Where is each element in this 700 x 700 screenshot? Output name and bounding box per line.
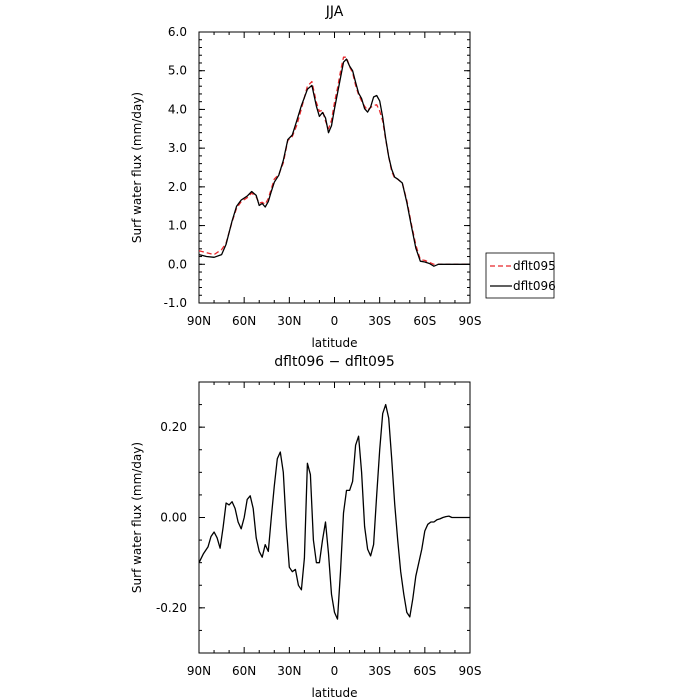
y-tick-label: 2.0: [168, 180, 187, 194]
y-tick-label: -0.20: [156, 601, 187, 615]
series-line-dflt096: [198, 58, 470, 267]
legend-label-dflt096: dflt096: [513, 279, 556, 293]
x-tick-label: 90N: [187, 664, 211, 678]
x-tick-label: 90S: [459, 314, 482, 328]
y-tick-label: 3.0: [168, 141, 187, 155]
y-tick-label: 0.00: [160, 511, 187, 525]
x-tick-label: 30S: [368, 664, 391, 678]
y-axis-label: Surf water flux (mm/day): [130, 442, 144, 593]
y-tick-label: 0.20: [160, 420, 187, 434]
legend-box: [485, 252, 555, 299]
legend-label-dflt095: dflt095: [513, 259, 556, 273]
chart-title: JJA: [325, 4, 344, 20]
series-line-dflt095: [198, 56, 470, 265]
y-tick-label: -1.0: [164, 296, 187, 310]
series-line-series-0: [198, 403, 470, 620]
x-tick-label: 30N: [277, 314, 301, 328]
y-tick-label: 5.0: [168, 64, 187, 78]
x-tick-label: 0: [331, 314, 339, 328]
y-tick-label: 0.0: [168, 257, 187, 271]
x-tick-label: 60S: [413, 314, 436, 328]
x-axis-label: latitude: [311, 336, 357, 350]
x-tick-label: 0: [331, 664, 339, 678]
x-tick-label: 30N: [277, 664, 301, 678]
plot-frame: [198, 31, 471, 304]
top-chart: 90N 60N 30N 0 30S 60S 90S -1.0 0.0 1.0 2.0 3.0 4.0 5.…: [130, 4, 556, 350]
x-tick-label: 30S: [368, 314, 391, 328]
chart-title: dflt096 − dflt095: [274, 354, 394, 370]
x-tick-label: 60N: [232, 664, 256, 678]
x-tick-label: 60S: [413, 664, 436, 678]
y-tick-label: 6.0: [168, 25, 187, 39]
x-tick-label: 90S: [459, 664, 482, 678]
bottom-chart: 90N 60N 30N 0 30S 60S 90S -0.20 0.00 0.20 dflt096 …: [130, 354, 481, 700]
x-axis-label: latitude: [311, 686, 357, 700]
y-tick-label: 4.0: [168, 102, 187, 116]
y-tick-label: 1.0: [168, 219, 187, 233]
y-axis-label: Surf water flux (mm/day): [130, 92, 144, 243]
x-tick-label: 90N: [187, 314, 211, 328]
x-tick-label: 60N: [232, 314, 256, 328]
